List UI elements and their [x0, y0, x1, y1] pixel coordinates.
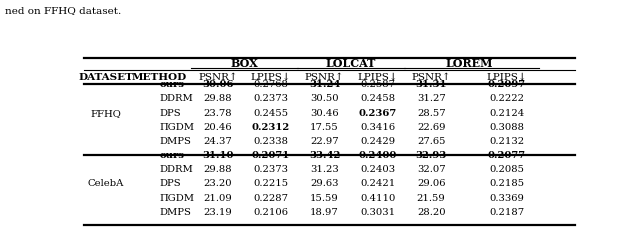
Text: 0.2106: 0.2106	[253, 208, 289, 217]
Text: 21.09: 21.09	[204, 194, 232, 203]
Text: 0.2768: 0.2768	[253, 80, 289, 89]
Text: 28.20: 28.20	[417, 208, 445, 217]
Text: 0.2367: 0.2367	[358, 109, 397, 118]
Text: ΠGDM: ΠGDM	[159, 123, 195, 132]
Text: DDRM: DDRM	[159, 94, 193, 104]
Text: LPIPS↓: LPIPS↓	[357, 73, 398, 82]
Text: 0.2185: 0.2185	[489, 180, 524, 189]
Text: 0.3369: 0.3369	[489, 194, 524, 203]
Text: PSNR↑: PSNR↑	[412, 73, 451, 82]
Text: 31.31: 31.31	[415, 80, 447, 89]
Text: 0.2587: 0.2587	[360, 80, 395, 89]
Text: 0.2373: 0.2373	[253, 165, 289, 174]
Text: DDRM: DDRM	[159, 165, 193, 174]
Text: 0.2287: 0.2287	[253, 194, 289, 203]
Text: 0.2215: 0.2215	[253, 180, 289, 189]
Text: 20.46: 20.46	[204, 123, 232, 132]
Text: DPS: DPS	[159, 180, 181, 189]
Text: 0.2421: 0.2421	[360, 180, 396, 189]
Text: 30.06: 30.06	[202, 80, 234, 89]
Text: ned on FFHQ dataset.: ned on FFHQ dataset.	[5, 6, 122, 15]
Text: 0.2338: 0.2338	[253, 137, 289, 146]
Text: BOX: BOX	[230, 58, 259, 69]
Text: 0.2097: 0.2097	[488, 80, 525, 89]
Text: ΠGDM: ΠGDM	[159, 194, 195, 203]
Text: 33.42: 33.42	[309, 151, 340, 160]
Text: 0.2132: 0.2132	[489, 137, 524, 146]
Text: 22.69: 22.69	[417, 123, 445, 132]
Text: 24.37: 24.37	[204, 137, 232, 146]
Text: 31.27: 31.27	[417, 94, 445, 104]
Text: 17.55: 17.55	[310, 123, 339, 132]
Text: 30.50: 30.50	[310, 94, 339, 104]
Text: DATASET: DATASET	[78, 73, 133, 82]
Text: 0.4110: 0.4110	[360, 194, 396, 203]
Text: 0.2458: 0.2458	[360, 94, 395, 104]
Text: 0.2455: 0.2455	[253, 109, 289, 118]
Text: 21.59: 21.59	[417, 194, 445, 203]
Text: 32.07: 32.07	[417, 165, 445, 174]
Text: FFHQ: FFHQ	[90, 109, 121, 118]
Text: 31.24: 31.24	[309, 80, 340, 89]
Text: ours: ours	[159, 80, 184, 89]
Text: 28.57: 28.57	[417, 109, 445, 118]
Text: 29.06: 29.06	[417, 180, 445, 189]
Text: 0.2124: 0.2124	[489, 109, 524, 118]
Text: 0.3031: 0.3031	[360, 208, 395, 217]
Text: 0.3088: 0.3088	[489, 123, 524, 132]
Text: DPS: DPS	[159, 109, 181, 118]
Text: LPIPS↓: LPIPS↓	[251, 73, 291, 82]
Text: 22.97: 22.97	[310, 137, 339, 146]
Text: 0.3416: 0.3416	[360, 123, 395, 132]
Text: DMPS: DMPS	[159, 137, 191, 146]
Text: 0.2312: 0.2312	[252, 123, 290, 132]
Text: 0.2400: 0.2400	[358, 151, 397, 160]
Text: 29.88: 29.88	[204, 94, 232, 104]
Text: 0.2085: 0.2085	[489, 165, 524, 174]
Text: CelebA: CelebA	[88, 180, 124, 189]
Text: 31.10: 31.10	[202, 151, 234, 160]
Text: 31.23: 31.23	[310, 165, 339, 174]
Text: 0.2403: 0.2403	[360, 165, 395, 174]
Text: 0.2429: 0.2429	[360, 137, 395, 146]
Text: 0.2222: 0.2222	[489, 94, 524, 104]
Text: 29.63: 29.63	[310, 180, 339, 189]
Text: 0.2071: 0.2071	[252, 151, 290, 160]
Text: LOREM: LOREM	[445, 58, 493, 69]
Text: 23.20: 23.20	[204, 180, 232, 189]
Text: 0.2187: 0.2187	[489, 208, 524, 217]
Text: 0.2373: 0.2373	[253, 94, 289, 104]
Text: 29.88: 29.88	[204, 165, 232, 174]
Text: LOLCAT: LOLCAT	[326, 58, 376, 69]
Text: 32.93: 32.93	[415, 151, 447, 160]
Text: 23.78: 23.78	[204, 109, 232, 118]
Text: PSNR↑: PSNR↑	[305, 73, 344, 82]
Text: ours: ours	[159, 151, 184, 160]
Text: PSNR↑: PSNR↑	[198, 73, 237, 82]
Text: METHOD: METHOD	[132, 73, 187, 82]
Text: 18.97: 18.97	[310, 208, 339, 217]
Text: LPIPS↓: LPIPS↓	[486, 73, 527, 82]
Text: 23.19: 23.19	[204, 208, 232, 217]
Text: 27.65: 27.65	[417, 137, 445, 146]
Text: 30.46: 30.46	[310, 109, 339, 118]
Text: 15.59: 15.59	[310, 194, 339, 203]
Text: 0.2077: 0.2077	[488, 151, 525, 160]
Text: DMPS: DMPS	[159, 208, 191, 217]
